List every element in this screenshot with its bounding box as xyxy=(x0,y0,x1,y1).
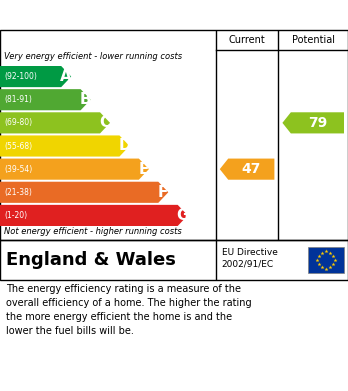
Polygon shape xyxy=(0,182,168,203)
Text: (39-54): (39-54) xyxy=(4,165,32,174)
Text: (69-80): (69-80) xyxy=(4,118,32,127)
Polygon shape xyxy=(0,89,90,110)
Polygon shape xyxy=(282,112,344,133)
Text: 47: 47 xyxy=(242,162,261,176)
Text: 79: 79 xyxy=(308,116,327,130)
Text: The energy efficiency rating is a measure of the
overall efficiency of a home. T: The energy efficiency rating is a measur… xyxy=(6,284,252,336)
Polygon shape xyxy=(220,159,275,180)
Text: (55-68): (55-68) xyxy=(4,142,32,151)
Text: EU Directive
2002/91/EC: EU Directive 2002/91/EC xyxy=(222,248,278,268)
Text: (1-20): (1-20) xyxy=(4,211,27,220)
Text: Very energy efficient - lower running costs: Very energy efficient - lower running co… xyxy=(4,52,182,61)
Text: Energy Efficiency Rating: Energy Efficiency Rating xyxy=(8,7,218,23)
Text: Current: Current xyxy=(229,35,266,45)
Text: (21-38): (21-38) xyxy=(4,188,32,197)
Polygon shape xyxy=(0,112,110,133)
Polygon shape xyxy=(0,135,129,156)
Text: C: C xyxy=(100,115,111,130)
Bar xyxy=(308,247,344,273)
Text: (81-91): (81-91) xyxy=(4,95,32,104)
Text: A: A xyxy=(60,69,72,84)
Text: England & Wales: England & Wales xyxy=(6,251,176,269)
Text: Not energy efficient - higher running costs: Not energy efficient - higher running co… xyxy=(4,227,182,236)
Text: G: G xyxy=(176,208,189,223)
Text: Potential: Potential xyxy=(292,35,335,45)
Polygon shape xyxy=(0,66,71,87)
Text: F: F xyxy=(158,185,168,200)
Text: E: E xyxy=(139,161,149,177)
Polygon shape xyxy=(0,205,188,226)
Text: B: B xyxy=(80,92,92,107)
Text: (92-100): (92-100) xyxy=(4,72,37,81)
Text: D: D xyxy=(118,138,131,154)
Polygon shape xyxy=(0,159,149,180)
